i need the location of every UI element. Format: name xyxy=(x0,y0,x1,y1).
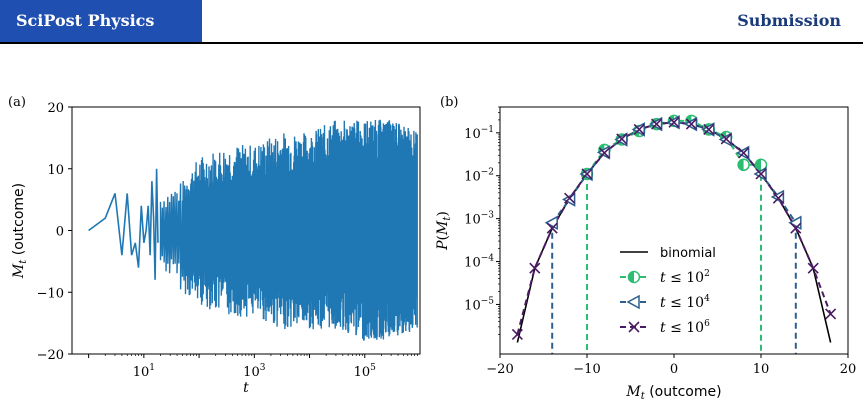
legend-exp: 6 xyxy=(704,319,710,329)
point-t6 xyxy=(581,168,593,180)
x-axis-label-b-rest: (outcome) xyxy=(645,384,722,400)
x-tick-label-a: 105 xyxy=(354,363,377,380)
y-axis-label-a-rest: (outcome) xyxy=(11,183,27,260)
legend-var: t xyxy=(660,295,666,311)
y-tick-label-b-exp: −3 xyxy=(481,211,495,221)
x-axis-label-b: Mt (outcome) xyxy=(625,384,721,402)
y-tick-label-b-exp: −2 xyxy=(481,168,494,178)
x-tick-label-a-exp: 1 xyxy=(149,363,155,373)
x-tick-label-b: 10 xyxy=(753,362,770,377)
walk-line xyxy=(88,168,159,280)
point-t2-fill xyxy=(628,271,634,283)
y-tick-label-b: 10−2 xyxy=(464,168,494,185)
journal-badge: SciPost Physics xyxy=(0,0,202,42)
point-t6 xyxy=(529,262,541,274)
point-t6 xyxy=(755,168,767,180)
walk-band xyxy=(159,119,418,341)
point-t6 xyxy=(720,133,732,145)
legend-var: t xyxy=(660,270,666,286)
x-tick-label-b: 0 xyxy=(670,362,678,377)
y-axis-label-a-var: M xyxy=(11,263,27,279)
legend-label-2: t ≤ 104 xyxy=(660,294,710,311)
y-tick-label-b-exp: −4 xyxy=(481,254,495,264)
y-axis-label-b-sub: t xyxy=(442,216,453,221)
x-axis-label-a: t xyxy=(243,380,249,396)
y-tick-label-b: 10−1 xyxy=(464,125,494,142)
legend-label-1: t ≤ 102 xyxy=(660,269,710,286)
point-t6 xyxy=(790,222,802,234)
y-axis-label-b: P(Mt) xyxy=(435,211,453,251)
x-axis-label-b-sub: t xyxy=(641,391,646,402)
point-t6 xyxy=(616,133,628,145)
x-tick-label-a: 101 xyxy=(133,363,155,380)
point-t6 xyxy=(628,321,640,333)
y-axis-label-b-open: ( xyxy=(435,235,451,240)
point-t6 xyxy=(668,116,680,128)
y-tick-label-b-base: 10 xyxy=(464,256,481,271)
y-tick-label-a: 0 xyxy=(56,225,64,240)
y-tick-label-a: 20 xyxy=(47,101,64,116)
x-tick-label-b: −10 xyxy=(573,362,600,377)
y-tick-label-a: −10 xyxy=(37,286,64,301)
point-t6 xyxy=(633,123,645,135)
y-tick-label-b-base: 10 xyxy=(464,170,481,185)
x-tick-label-a-base: 10 xyxy=(354,365,371,380)
y-tick-label-b-base: 10 xyxy=(464,127,481,142)
y-tick-label-b-exp: −1 xyxy=(481,125,494,135)
point-t6 xyxy=(651,118,663,130)
y-tick-label-a: −20 xyxy=(37,348,64,363)
x-tick-label-b: 20 xyxy=(840,362,857,377)
panel-label-b: (b) xyxy=(440,95,458,110)
point-t6 xyxy=(738,147,750,159)
y-axis-label-a: Mt (outcome) xyxy=(11,183,29,279)
legend-exp: 4 xyxy=(704,294,710,304)
legend-label-0: binomial xyxy=(660,246,716,261)
point-t2-fill xyxy=(755,159,761,171)
legend-rest: ≤ 10 xyxy=(666,270,704,286)
y-tick-label-b: 10−3 xyxy=(464,211,494,228)
legend-rest: ≤ 10 xyxy=(666,295,704,311)
y-tick-label-b-exp: −5 xyxy=(481,296,495,306)
x-tick-label-a: 103 xyxy=(243,363,266,380)
point-t6 xyxy=(511,328,523,341)
x-axis-label-b-var: M xyxy=(625,384,641,400)
y-tick-label-b-base: 10 xyxy=(464,213,481,228)
point-t6 xyxy=(598,147,610,159)
y-tick-label-b: 10−5 xyxy=(464,296,494,313)
header-rule xyxy=(0,42,863,44)
y-tick-label-a: 10 xyxy=(47,163,64,178)
point-t4 xyxy=(626,294,640,310)
panel-label-a: (a) xyxy=(8,95,26,110)
legend-var: t xyxy=(660,320,666,336)
point-t6 xyxy=(703,123,715,135)
x-tick-label-a-exp: 5 xyxy=(370,363,376,373)
y-axis-label-a-sub: t xyxy=(18,259,29,264)
legend-label-3: t ≤ 106 xyxy=(660,319,710,336)
point-t2-fill xyxy=(738,159,744,171)
point-t6 xyxy=(564,192,576,204)
point-t6 xyxy=(825,308,837,320)
y-axis-label-b-p: P xyxy=(435,240,451,251)
y-tick-label-b: 10−4 xyxy=(464,254,494,271)
y-axis-label-b-close: ) xyxy=(435,211,451,216)
x-tick-label-b: −20 xyxy=(486,362,513,377)
point-t6 xyxy=(772,192,784,204)
y-tick-label-b-base: 10 xyxy=(464,298,481,313)
x-tick-label-a-base: 10 xyxy=(243,365,260,380)
y-axis-label-b-m: M xyxy=(435,220,451,236)
legend-rest: ≤ 10 xyxy=(666,320,704,336)
point-t6 xyxy=(546,222,558,234)
point-t6 xyxy=(807,262,819,274)
legend-exp: 2 xyxy=(704,269,710,279)
point-t6 xyxy=(685,118,697,130)
submission-label: Submission xyxy=(737,11,841,30)
journal-name: SciPost Physics xyxy=(16,11,155,30)
x-tick-label-a-exp: 3 xyxy=(260,363,266,373)
x-tick-label-a-base: 10 xyxy=(133,365,150,380)
